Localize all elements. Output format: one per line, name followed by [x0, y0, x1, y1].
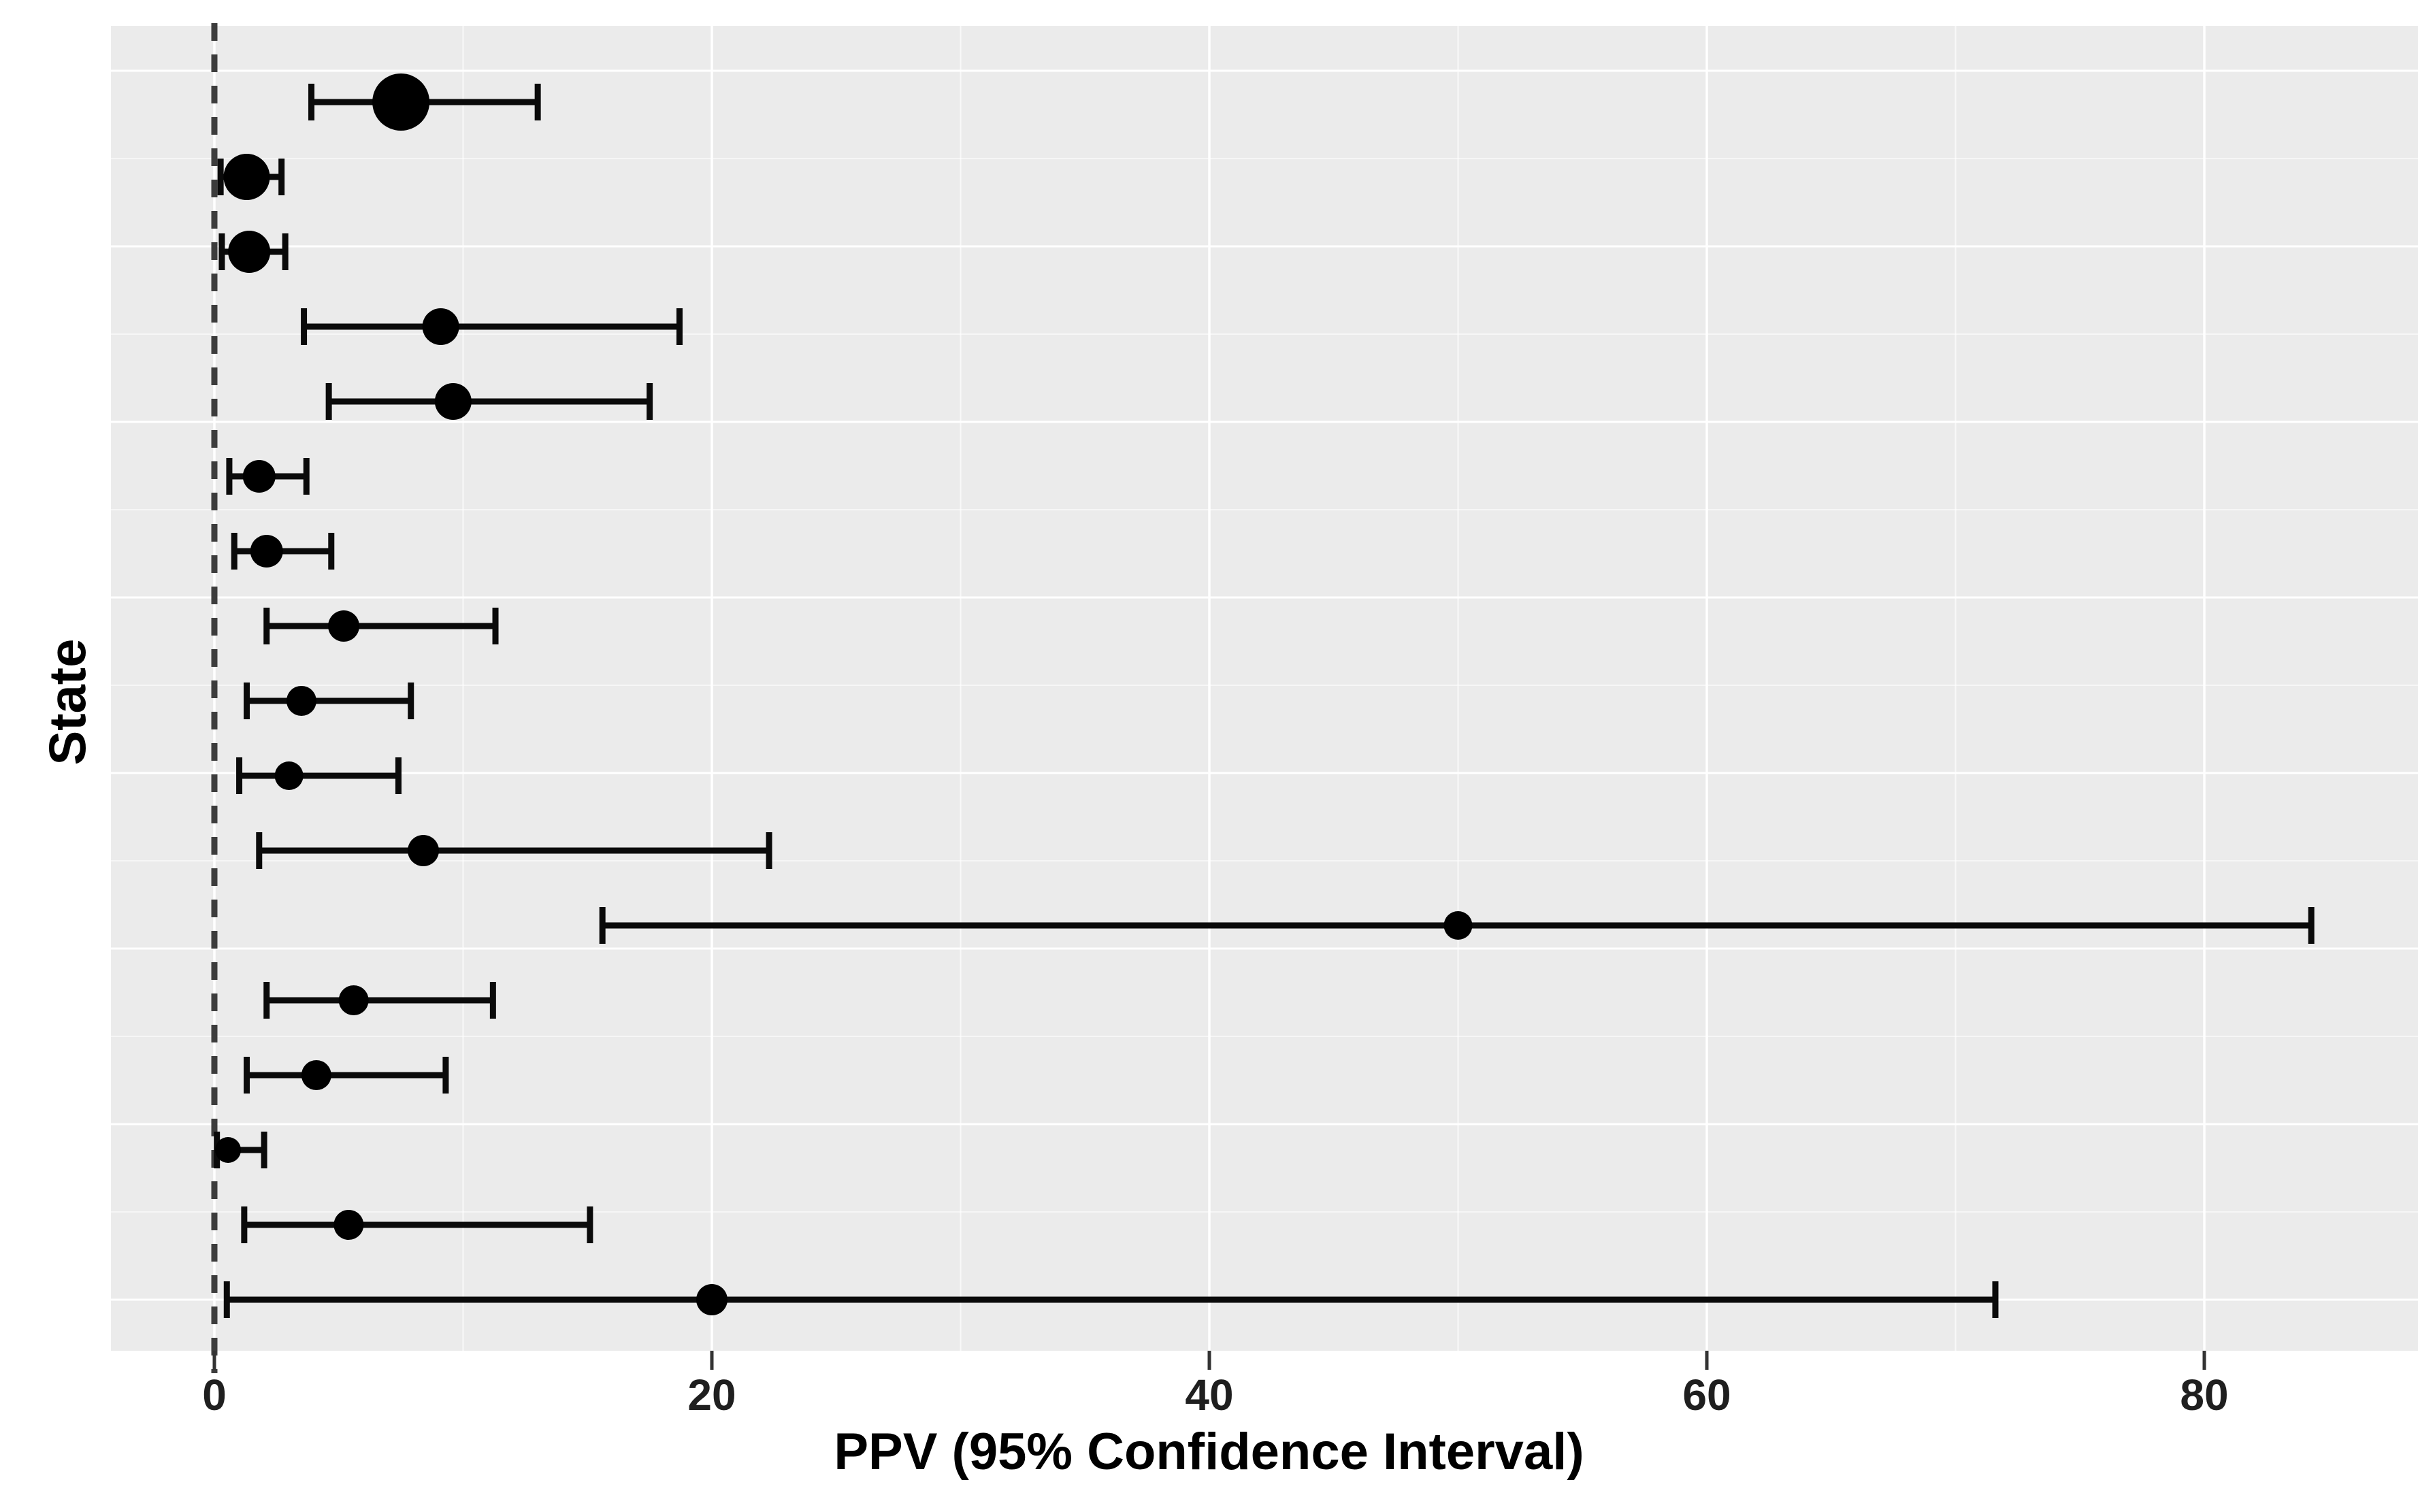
ppv-point — [696, 1284, 728, 1315]
ppv-point — [286, 686, 316, 716]
y-axis-title: State — [39, 638, 97, 766]
x-tick-label: 0 — [202, 1370, 227, 1419]
ppv-point — [333, 1210, 364, 1240]
ppv-point — [372, 73, 430, 131]
ppv-point — [250, 535, 283, 568]
ppv-point — [242, 460, 276, 493]
x-tick-label: 60 — [1682, 1370, 1731, 1419]
x-tick-label: 40 — [1185, 1370, 1233, 1419]
x-tick-label: 20 — [687, 1370, 736, 1419]
ppv-point — [408, 835, 440, 866]
ppv-point — [1443, 911, 1473, 940]
ppv-point — [274, 761, 304, 790]
ppv-point — [228, 231, 271, 273]
ppv-point — [215, 1137, 242, 1163]
ppv-point — [223, 154, 270, 200]
x-tick-label: 80 — [2180, 1370, 2228, 1419]
ppv-point — [301, 1060, 331, 1090]
ppv-point — [434, 383, 472, 420]
ppv-point — [338, 985, 369, 1015]
plot-panel — [111, 26, 2418, 1351]
x-axis-title: PPV (95% Confidence Interval) — [834, 1423, 1584, 1481]
ppv-point — [422, 308, 459, 345]
ppv-point — [328, 610, 360, 642]
